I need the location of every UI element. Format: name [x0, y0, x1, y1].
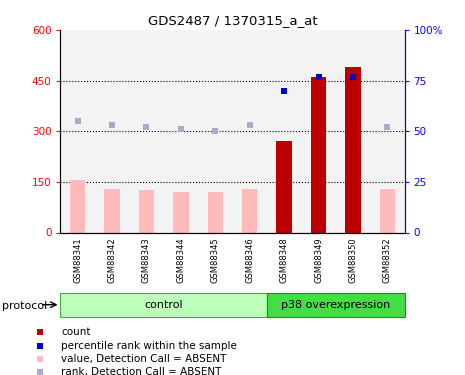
- Bar: [379, 189, 395, 232]
- Bar: [173, 192, 189, 232]
- Bar: [267, 30, 301, 232]
- Bar: [232, 30, 267, 232]
- Text: GSM88350: GSM88350: [348, 237, 358, 283]
- Text: GSM88343: GSM88343: [142, 237, 151, 283]
- Text: percentile rank within the sample: percentile rank within the sample: [61, 340, 237, 351]
- Bar: [336, 30, 370, 232]
- Bar: [129, 30, 164, 232]
- Bar: [311, 77, 326, 232]
- Title: GDS2487 / 1370315_a_at: GDS2487 / 1370315_a_at: [148, 15, 317, 27]
- Text: value, Detection Call = ABSENT: value, Detection Call = ABSENT: [61, 354, 226, 364]
- Text: GSM88344: GSM88344: [176, 237, 186, 283]
- Text: GSM88345: GSM88345: [211, 237, 220, 283]
- Text: GSM88352: GSM88352: [383, 237, 392, 283]
- Text: p38 overexpression: p38 overexpression: [281, 300, 390, 310]
- Bar: [345, 67, 361, 232]
- Text: GSM88348: GSM88348: [279, 237, 289, 283]
- Bar: [104, 189, 120, 232]
- Bar: [70, 180, 86, 232]
- Text: GSM88349: GSM88349: [314, 237, 323, 283]
- Text: GSM88346: GSM88346: [245, 237, 254, 283]
- Bar: [60, 292, 267, 317]
- Text: control: control: [144, 300, 183, 310]
- Bar: [370, 30, 405, 232]
- Bar: [301, 30, 336, 232]
- Bar: [207, 192, 223, 232]
- Bar: [60, 30, 95, 232]
- Text: rank, Detection Call = ABSENT: rank, Detection Call = ABSENT: [61, 368, 221, 375]
- Text: protocol: protocol: [2, 301, 47, 310]
- Bar: [267, 292, 405, 317]
- Bar: [242, 189, 258, 232]
- Text: GSM88341: GSM88341: [73, 237, 82, 283]
- Bar: [139, 190, 154, 232]
- Bar: [164, 30, 198, 232]
- Bar: [198, 30, 232, 232]
- Text: count: count: [61, 327, 90, 337]
- Bar: [276, 141, 292, 232]
- Text: GSM88342: GSM88342: [107, 237, 117, 283]
- Bar: [95, 30, 129, 232]
